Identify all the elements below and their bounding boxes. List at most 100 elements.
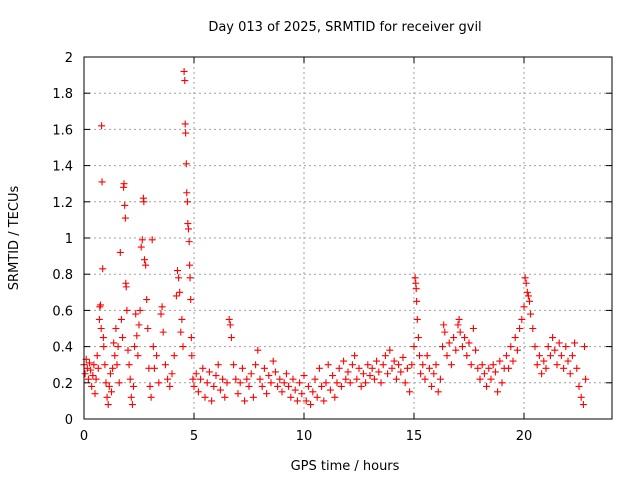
data-point [324,361,332,369]
data-point [91,390,99,398]
data-point [557,352,565,360]
data-point [289,375,297,383]
data-point [322,379,330,387]
data-point [370,375,378,383]
data-point [454,321,462,329]
data-point [92,375,100,383]
data-point [89,372,97,380]
data-point [430,370,438,378]
data-point [523,288,531,296]
data-point [562,343,570,351]
y-tick-label: 2 [65,51,73,66]
data-point [208,397,216,405]
data-points [80,67,590,409]
grid [84,57,612,419]
y-tick-label: 1.2 [52,196,73,211]
data-point [86,359,93,367]
data-point [417,370,425,378]
data-point [187,296,195,304]
data-point [509,357,517,365]
data-point [362,379,370,387]
data-point [498,379,506,387]
data-point [575,382,583,390]
data-point [161,361,169,369]
data-point [478,361,486,369]
data-point [187,334,195,342]
data-point [183,198,191,206]
data-point [104,401,112,409]
data-point [111,352,119,360]
data-point [582,375,590,383]
data-point [141,256,148,264]
data-point [410,343,418,351]
data-point [252,361,260,369]
data-point [355,364,363,372]
data-point [335,364,343,372]
y-tick-label: 0 [65,413,73,428]
data-point [175,274,183,282]
data-point [381,352,389,360]
data-point [199,364,207,372]
data-point [99,334,107,342]
data-point [344,368,352,376]
data-point [194,388,202,396]
data-point [403,364,411,372]
data-point [302,397,310,405]
data-point [149,343,157,351]
data-point [114,343,122,351]
data-point [564,357,572,365]
data-point [142,261,150,269]
data-point [90,361,98,369]
data-point [551,346,559,354]
data-point [182,160,190,168]
data-point [353,375,361,383]
data-point [105,382,113,390]
data-point [456,328,464,336]
data-point [131,343,139,351]
data-point [81,370,89,378]
data-point [522,279,530,287]
data-point [496,357,504,365]
data-point [395,361,403,369]
data-point [406,388,414,396]
data-point [260,364,268,372]
data-point [84,375,92,383]
data-point [298,390,306,398]
data-point [148,236,156,244]
data-point [535,352,543,360]
data-point [423,352,431,360]
data-point [527,310,535,318]
data-point [439,343,447,351]
data-point [287,393,295,401]
data-point [425,364,433,372]
data-point [291,386,299,394]
data-point [178,315,186,323]
data-point [533,361,541,369]
y-axis-label: SRMTID / TECUs [7,186,22,291]
data-point [447,361,455,369]
data-point [521,274,529,282]
data-point [320,397,328,405]
data-point [520,303,528,311]
data-point [469,325,477,332]
data-point [102,379,110,387]
data-point [230,361,238,369]
data-point [116,248,124,256]
data-point [542,364,550,372]
data-point [487,375,495,383]
data-point [414,334,422,342]
data-point [232,375,240,383]
data-point [186,274,194,282]
data-point [125,361,133,369]
data-point [278,388,286,396]
data-point [450,334,458,342]
data-point [455,315,463,323]
data-point [190,382,198,390]
data-point [485,364,493,372]
data-point [579,401,587,409]
data-point [531,343,539,351]
data-point [441,328,449,336]
data-point [337,382,345,390]
data-point [366,372,374,380]
data-point [234,390,242,398]
